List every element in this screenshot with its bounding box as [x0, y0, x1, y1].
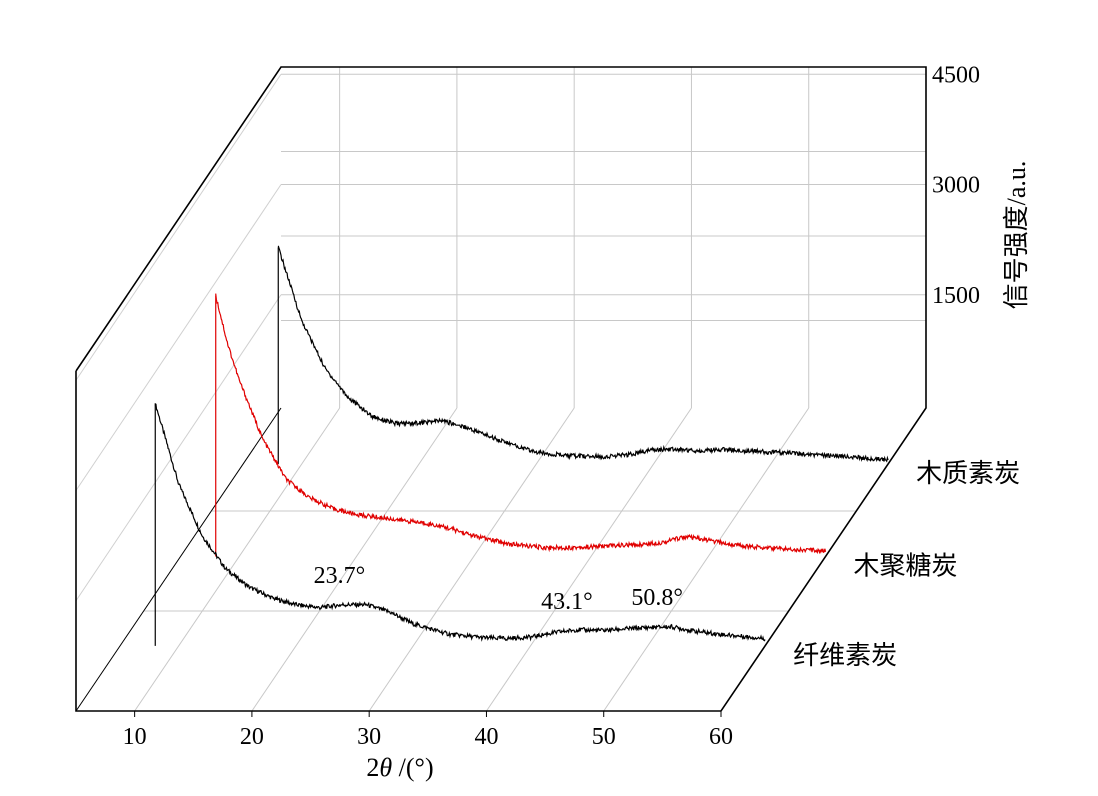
floor-gridline — [251, 407, 458, 712]
series-label: 纤维素炭 — [793, 641, 897, 670]
series-line — [215, 293, 827, 555]
peak-annotation: 23.7° — [314, 563, 366, 589]
floor-left-edge — [75, 407, 282, 712]
floor-gridline — [368, 407, 575, 712]
tick-labels: 1500 3000 4500 10 20 30 40 50 60 — [123, 62, 980, 750]
axes-frame — [75, 66, 927, 717]
floor-gridline — [486, 407, 692, 712]
series-label: 木质素炭 — [916, 459, 1020, 488]
floor-gridline — [603, 407, 810, 712]
x-axis-label-main: 2 — [366, 753, 379, 782]
sidewall-gridline — [75, 294, 282, 602]
sidewall-gridline — [75, 73, 282, 381]
x-tick-label: 30 — [357, 724, 381, 750]
peak-annotation: 50.8° — [631, 585, 683, 611]
y-tick-label: 1500 — [932, 283, 980, 309]
x-axis-label-theta: θ — [379, 753, 392, 782]
series-2: 木聚糖炭 — [215, 293, 958, 580]
peak-annotation: 43.1° — [541, 589, 593, 615]
series-line — [277, 245, 889, 463]
y-axis-label: 信号强度/a.u. — [1002, 161, 1031, 310]
series-label: 木聚糖炭 — [854, 551, 958, 580]
x-axis-label: 2θ /(°) — [366, 753, 433, 782]
y-tick-label: 3000 — [932, 173, 980, 199]
x-tick-label: 40 — [474, 724, 498, 750]
x-tick-label: 60 — [709, 724, 733, 750]
x-axis-label-unit: /(°) — [392, 753, 433, 782]
x-tick-label: 50 — [592, 724, 616, 750]
x-tick-label: 20 — [240, 724, 264, 750]
y-tick-label: 4500 — [932, 62, 980, 88]
sidewall-gridline — [75, 184, 282, 491]
series-line — [154, 403, 766, 642]
series-3: 木质素炭 — [277, 245, 1020, 488]
axes-outline — [75, 66, 927, 712]
x-tick-label: 10 — [123, 724, 147, 750]
grid-layer — [75, 67, 927, 712]
floor-gridline — [134, 407, 341, 712]
series-1: 纤维素炭 — [154, 403, 897, 670]
